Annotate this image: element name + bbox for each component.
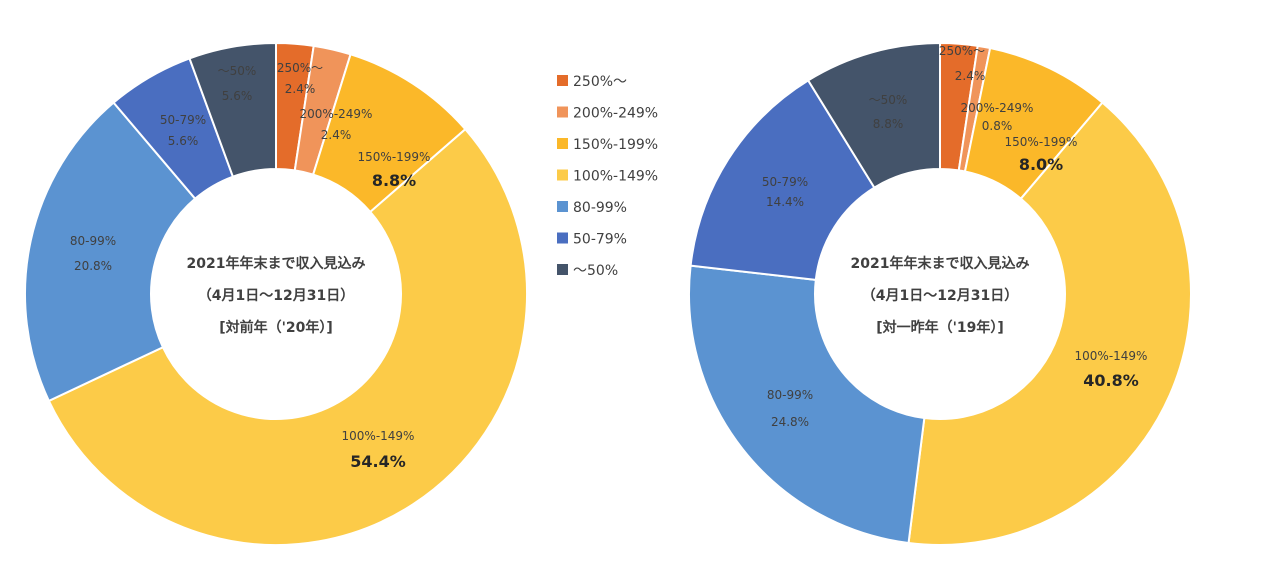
slice-80-99pct xyxy=(24,101,197,403)
slice-label-50-79pct: 50-79% xyxy=(762,175,808,189)
slice-80-99pct xyxy=(688,264,926,545)
slice-label-100pct-149pct: 100%-149% xyxy=(342,429,415,443)
donut-chart-vs-previous-year: 250%～ 2.4% 200%-249% 2.4% 150%-199% 8.8% 100%-… xyxy=(24,41,528,546)
slice-value-50-79pct: 14.4% xyxy=(766,195,804,209)
slice-label-200pct-249pct: 200%-249% xyxy=(961,101,1034,115)
slice-label-80-99pct: 80-99% xyxy=(767,388,813,402)
legend-swatch-100pct-149pct xyxy=(557,169,568,181)
center-title-line-2: （4月1日～12月31日） xyxy=(198,288,354,304)
legend-label-80-99pct: 80-99% xyxy=(573,200,627,216)
center-title-line-1: 2021年年末まで収入見込み xyxy=(187,255,366,272)
legend-swatch-50-79pct xyxy=(557,232,568,244)
slice-tilde50pct xyxy=(806,41,941,190)
legend-swatch-tilde50pct xyxy=(557,264,568,275)
slice-label-50-79pct: 50-79% xyxy=(160,113,206,127)
slice-label-100pct-149pct: 100%-149% xyxy=(1075,349,1148,363)
donut-chart-vs-two-years-ago: 250%～ 2.4% 200%-249% 0.8% 150%-199% 8.0% 100%-… xyxy=(688,41,1192,546)
slice-value-50-79pct: 5.6% xyxy=(168,134,199,148)
slice-label-150pct-199pct: 150%-199% xyxy=(358,150,431,164)
slice-value-100pct-149pct: 54.4% xyxy=(350,452,406,471)
slice-label-tilde50pct: ～50% xyxy=(869,93,908,107)
legend-label-200pct-249pct: 200%-249% xyxy=(573,106,658,122)
legend-label-100pct-149pct: 100%-149% xyxy=(573,169,658,185)
slice-100pct-149pct xyxy=(907,101,1192,546)
slice-label-80-99pct: 80-99% xyxy=(70,234,116,248)
slice-value-80-99pct: 20.8% xyxy=(74,259,112,273)
center-title-line-3: [対一昨年（'19年）] xyxy=(876,319,1004,336)
legend-label-250pcttilde: 250%～ xyxy=(573,74,627,90)
slice-100pct-149pct xyxy=(47,127,528,546)
slice-50-79pct xyxy=(689,79,876,281)
legend-swatch-200pct-249pct xyxy=(557,106,568,118)
legend-label-150pct-199pct: 150%-199% xyxy=(573,137,658,153)
slice-value-80-99pct: 24.8% xyxy=(771,415,809,429)
slice-value-200pct-249pct: 0.8% xyxy=(982,119,1013,133)
chart-legend: 250%～ 200%-249% 150%-199% 100%-149% 80-99% 50… xyxy=(557,74,658,279)
slice-label-tilde50pct: ～50% xyxy=(218,64,257,78)
slice-label-250pcttilde: 250%～ xyxy=(939,44,985,58)
center-title-line-2: （4月1日～12月31日） xyxy=(862,288,1018,304)
slice-label-150pct-199pct: 150%-199% xyxy=(1005,135,1078,149)
legend-swatch-250pcttilde xyxy=(557,75,568,86)
slice-value-150pct-199pct: 8.8% xyxy=(372,171,416,190)
legend-swatch-150pct-199pct xyxy=(557,138,568,149)
center-title-line-3: [対前年（'20年）] xyxy=(219,319,333,336)
legend-label-50-79pct: 50-79% xyxy=(573,232,627,248)
slice-value-100pct-149pct: 40.8% xyxy=(1083,371,1139,390)
slice-label-250pcttilde: 250%～ xyxy=(277,61,323,75)
center-title-line-1: 2021年年末まで収入見込み xyxy=(851,255,1030,272)
legend-label-tilde50pct: ～50% xyxy=(573,263,618,279)
slice-value-250pcttilde: 2.4% xyxy=(955,69,986,83)
slice-value-250pcttilde: 2.4% xyxy=(285,82,316,96)
legend-swatch-80-99pct xyxy=(557,201,568,212)
slice-tilde50pct xyxy=(188,41,277,178)
slice-value-150pct-199pct: 8.0% xyxy=(1019,155,1063,174)
slice-value-tilde50pct: 5.6% xyxy=(222,89,253,103)
slice-value-tilde50pct: 8.8% xyxy=(873,117,904,131)
slice-value-200pct-249pct: 2.4% xyxy=(321,128,352,142)
slice-label-200pct-249pct: 200%-249% xyxy=(300,107,373,121)
